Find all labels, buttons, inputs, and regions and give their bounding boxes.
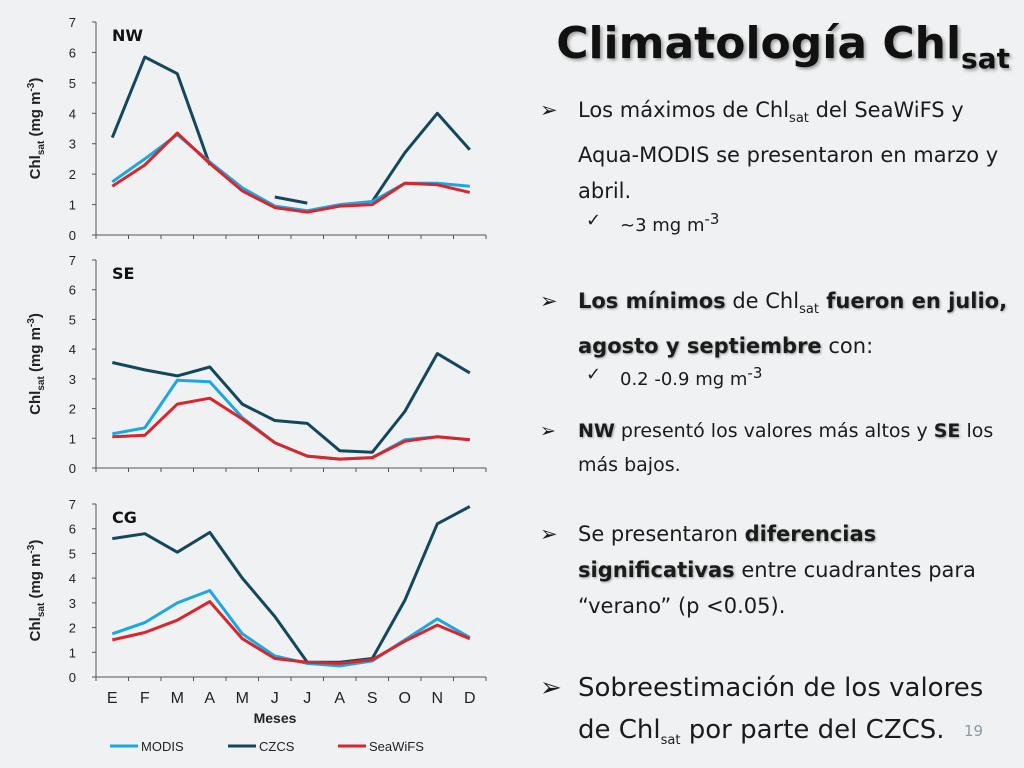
panel-label: SE [112, 264, 134, 283]
x-tick-label: F [140, 690, 150, 707]
chart-panel-cg: 0 1 2 3 4 5 6 7 E F M A M J J A S O N D Meses MODIS CZCS SeaWiF… [26, 497, 487, 754]
y-tick-label: 4 [69, 571, 76, 586]
chart-panel-se: 0 1 2 3 4 5 6 7 SE Chlsat (mg m-3) [26, 253, 487, 476]
x-tick-label: J [303, 690, 311, 707]
legend-item-czcs: CZCS [228, 739, 295, 754]
y-tick-label: 4 [69, 106, 76, 121]
y-tick-label: 3 [69, 372, 76, 387]
x-tick-label: J [271, 690, 279, 707]
legend-item-modis: MODIS [110, 739, 184, 754]
legend-item-seawifs: SeaWiFS [338, 739, 424, 754]
y-tick-label: 7 [69, 497, 76, 512]
x-tick-label: D [464, 690, 476, 707]
checkmark-icon: ✓ [586, 364, 602, 385]
legend-label: SeaWiFS [369, 739, 424, 754]
series-line-czcs [110, 55, 471, 205]
y-tick-label: 1 [69, 431, 76, 446]
x-axis-title: Meses [254, 710, 297, 726]
y-tick-label: 1 [69, 645, 76, 660]
y-tick-label: 4 [69, 342, 76, 357]
y-tick-label: 0 [69, 228, 76, 243]
series-line-czcs [111, 352, 471, 454]
y-tick-label: 3 [69, 596, 76, 611]
y-tick-label: 6 [69, 522, 76, 537]
y-tick-label: 5 [69, 312, 76, 327]
page-number: 19 [964, 722, 984, 740]
y-axis-title: Chlsat (mg m-3) [26, 313, 47, 415]
x-tick-label: E [107, 690, 118, 707]
y-tick-label: 0 [69, 670, 76, 685]
bullet-nw-se: ➢ NW presentó los valores más altos y SE… [540, 414, 1010, 482]
y-tick-label: 1 [69, 198, 76, 213]
x-tick-label: M [236, 690, 249, 707]
x-tick-label: M [171, 690, 184, 707]
series-line-seawifs [111, 131, 471, 214]
slide-title: Climatología Chlsat [556, 18, 1010, 75]
arrow-bullet-icon: ➢ [540, 289, 558, 313]
bullet-maxima: ➢ Los máximos de Chlsat del SeaWiFS y Aq… [540, 92, 1010, 209]
bullet-minima: ➢ Los mínimos de Chlsat fueron en julio,… [540, 283, 1010, 364]
legend-label: CZCS [259, 739, 295, 754]
series-line-seawifs [111, 600, 471, 665]
y-axis-title: Chlsat (mg m-3) [26, 78, 47, 180]
x-tick-label: A [334, 690, 345, 707]
panel-label: NW [112, 26, 143, 45]
panel-label: CG [112, 508, 137, 527]
y-axis-title: Chlsat (mg m-3) [26, 540, 47, 642]
bullet-differences: ➢ Se presentaron diferencias significati… [540, 516, 1010, 624]
y-tick-label: 6 [69, 283, 76, 298]
x-tick-label: A [204, 690, 215, 707]
arrow-bullet-icon: ➢ [540, 522, 558, 546]
y-tick-label: 7 [69, 15, 76, 30]
bullet-overestimation: ➢ Sobreestimación de los valores de Chls… [540, 667, 1010, 762]
legend-label: MODIS [141, 739, 184, 754]
arrow-bullet-icon: ➢ [540, 98, 558, 122]
y-tick-label: 2 [69, 402, 76, 417]
y-tick-label: 5 [69, 546, 76, 561]
y-tick-label: 2 [69, 167, 76, 182]
arrow-bullet-icon: ➢ [540, 420, 556, 442]
y-tick-label: 2 [69, 621, 76, 636]
arrow-bullet-icon: ➢ [540, 673, 562, 703]
x-tick-label: N [431, 690, 443, 707]
series-line-seawifs [112, 396, 470, 461]
bullet-minima-value: ✓ 0.2 -0.9 mg m-3 [586, 364, 763, 390]
bullet-maxima-value: ✓ ~3 mg m-3 [586, 210, 720, 236]
chart-panel-nw: 0 1 2 3 4 5 6 7 NW Chlsat (mg m-3) [26, 15, 487, 243]
y-tick-label: 0 [69, 461, 76, 476]
x-tick-label: O [399, 690, 411, 707]
y-tick-label: 3 [69, 137, 76, 152]
series-line-modis [111, 589, 471, 668]
y-tick-label: 6 [69, 45, 76, 60]
checkmark-icon: ✓ [586, 210, 602, 231]
series-line-czcs [112, 505, 471, 664]
x-tick-label: S [367, 690, 378, 707]
y-tick-label: 5 [69, 76, 76, 91]
y-tick-label: 7 [69, 253, 76, 268]
